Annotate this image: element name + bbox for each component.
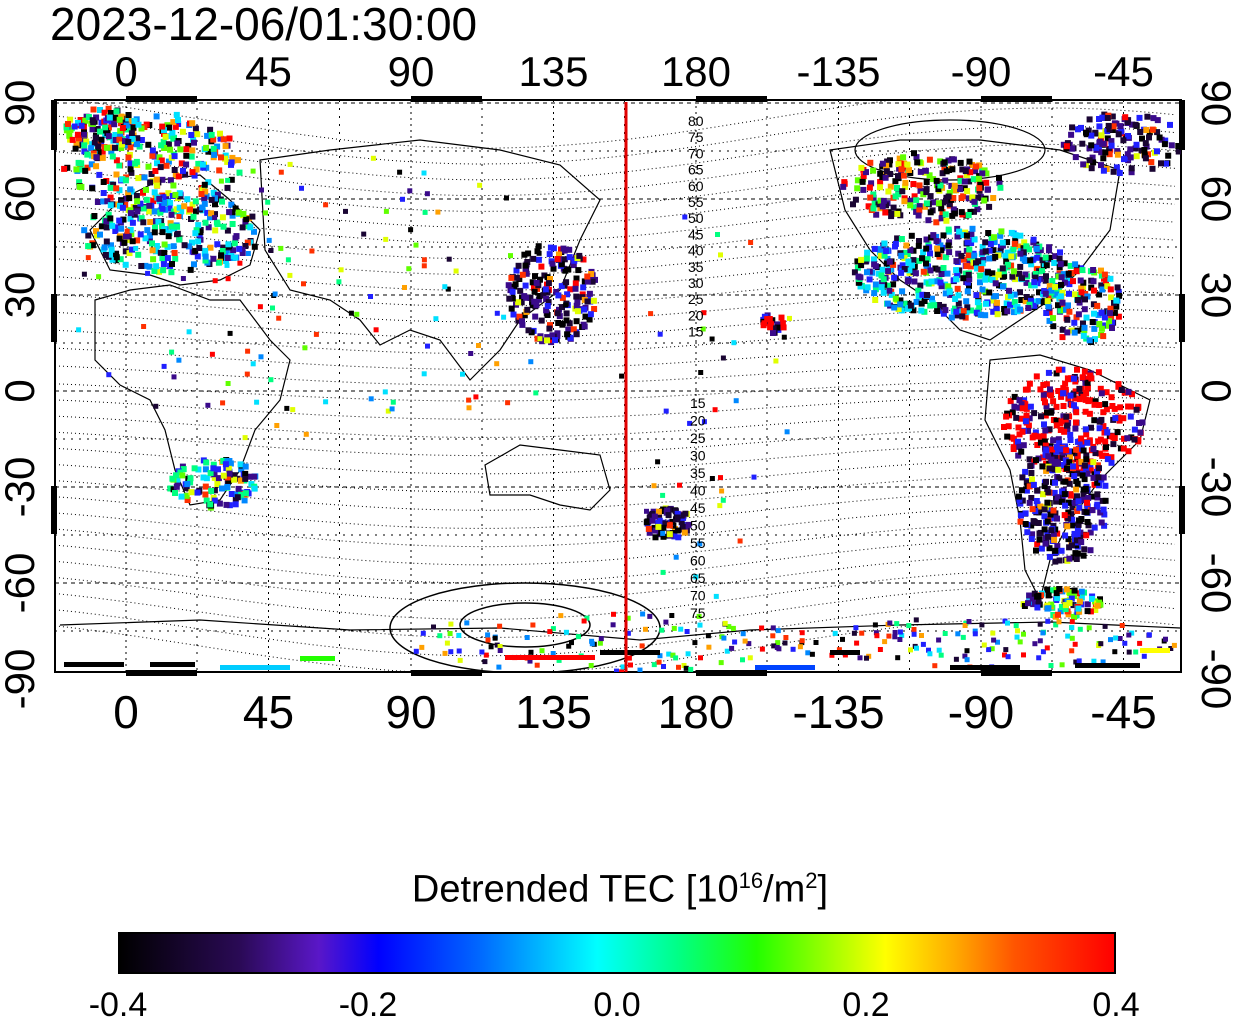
axis-bar: [51, 486, 57, 534]
colorbar-tick-label: -0.4: [88, 986, 148, 1024]
contour-label: 45: [688, 226, 704, 242]
lon-label-bottom: 135: [515, 686, 592, 738]
contour-label: 55: [688, 194, 704, 210]
lat-label-left: 90: [0, 80, 43, 127]
colorbar-tick-label: 0.4: [1092, 986, 1140, 1024]
lat-label-left: -90: [0, 649, 43, 710]
contour-label: 65: [690, 570, 706, 586]
colorbar-title: Detrended TEC [1016/m2]: [411, 868, 829, 911]
contour-label: 20: [690, 413, 706, 429]
axis-bar: [126, 96, 197, 102]
lon-label-top: 90: [388, 48, 435, 95]
colorbar-tick-label: 0.2: [842, 986, 890, 1024]
colorbar-tick-label: -0.2: [338, 986, 398, 1024]
lon-label-bottom: 180: [658, 686, 735, 738]
tec-map: 8075706560555045403530252015152025303540…: [0, 48, 1240, 738]
axis-bar: [51, 100, 57, 150]
contour-label: 50: [690, 518, 706, 534]
lon-label-bottom: 0: [113, 686, 139, 738]
contour-label: 30: [690, 448, 706, 464]
lon-label-top: -45: [1093, 48, 1154, 95]
contour-label: 60: [690, 553, 706, 569]
lon-label-top: 180: [661, 48, 731, 95]
contour-label: 70: [690, 588, 706, 604]
contour-label: 20: [688, 307, 704, 323]
axis-bar: [1179, 486, 1185, 534]
tec-data-points: [61, 105, 1181, 672]
contour-label: 15: [690, 395, 706, 411]
timestamp-title: 2023-12-06/01:30:00: [50, 0, 478, 50]
lat-label-left: -30: [0, 457, 43, 518]
contour-label: 40: [688, 243, 704, 259]
contour-label: 80: [688, 113, 704, 129]
contour-label: 70: [688, 145, 704, 161]
contour-label: 65: [688, 162, 704, 178]
axis-bar: [696, 96, 767, 102]
lat-label-right: 30: [1193, 272, 1240, 319]
lon-label-bottom: -45: [1090, 686, 1156, 738]
axis-bar: [51, 294, 57, 342]
lat-label-left: 60: [0, 176, 43, 223]
lat-label-left: 30: [0, 272, 43, 319]
colorbar: [118, 932, 1116, 974]
lat-label-right: 0: [1193, 379, 1240, 402]
axis-bar: [981, 96, 1052, 102]
contour-label: 45: [690, 500, 706, 516]
colorbar-tick-label: 0.0: [593, 986, 641, 1024]
contour-label: 25: [688, 291, 704, 307]
lat-label-left: 0: [0, 379, 43, 402]
contour-label: 30: [688, 275, 704, 291]
lat-label-right: 60: [1193, 176, 1240, 223]
axis-bar: [1179, 294, 1185, 342]
lon-label-bottom: 90: [385, 686, 436, 738]
contour-label: 35: [690, 465, 706, 481]
axis-bar: [696, 670, 767, 676]
lon-label-top: -90: [951, 48, 1012, 95]
contour-label: 25: [690, 430, 706, 446]
contour-label: 60: [688, 178, 704, 194]
axis-bar: [411, 670, 482, 676]
axis-bar: [126, 670, 197, 676]
axis-labels: 0 45 90 135 180 -135 -90 -450 45 90 135 180 -135 -90-…: [0, 48, 1240, 738]
contour-label: 75: [690, 605, 706, 621]
contour-label: 75: [688, 129, 704, 145]
lat-label-right: -90: [1193, 649, 1240, 710]
magnetic-contours: [55, 100, 1176, 672]
axis-tick-bars: [51, 96, 1185, 676]
lat-label-right: 90: [1193, 80, 1240, 127]
axis-bar: [411, 96, 482, 102]
lon-label-top: -135: [796, 48, 880, 95]
lon-label-bottom: -90: [948, 686, 1014, 738]
lon-label-bottom: -135: [792, 686, 884, 738]
lon-label-top: 135: [518, 48, 588, 95]
contour-label: 40: [690, 483, 706, 499]
axis-bar: [981, 670, 1052, 676]
lat-label-right: -60: [1193, 553, 1240, 614]
contour-labels: 8075706560555045403530252015152025303540…: [688, 113, 706, 621]
map-frame: [54, 99, 1182, 673]
contour-label: 50: [688, 210, 704, 226]
lon-label-top: 45: [245, 48, 292, 95]
axis-bar: [1179, 100, 1185, 150]
contour-label: 15: [688, 324, 704, 340]
contour-label: 55: [690, 535, 706, 551]
lon-label-top: 0: [114, 48, 137, 95]
lat-label-left: -60: [0, 553, 43, 614]
lon-label-bottom: 45: [243, 686, 294, 738]
contour-label: 35: [688, 259, 704, 275]
lat-label-right: -30: [1193, 457, 1240, 518]
